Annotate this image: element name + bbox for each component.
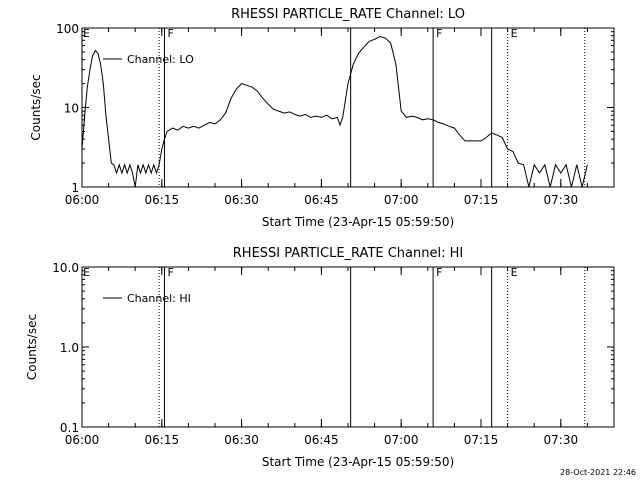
x-tick-label: 07:15 <box>464 433 499 447</box>
chart-title: RHESSI PARTICLE_RATE Channel: LO <box>231 7 465 22</box>
x-tick-label: 06:00 <box>65 193 100 207</box>
x-tick-label: 07:30 <box>544 433 579 447</box>
legend-entry: Channel: HI <box>127 292 191 305</box>
plot-frame <box>81 266 615 428</box>
x-tick-label: 06:30 <box>224 193 259 207</box>
chart-panel-hi: RHESSI PARTICLE_RATE Channel: HI 0.1 1.0 10… <box>25 246 615 469</box>
event-marker-label: F <box>436 266 442 279</box>
chart-title: RHESSI PARTICLE_RATE Channel: HI <box>233 246 463 261</box>
y-axis-label: Counts/sec <box>25 314 39 380</box>
y-tick-label: 0.1 <box>60 421 79 435</box>
y-tick-label: 10.0 <box>52 261 79 275</box>
event-marker-label: E <box>511 27 518 40</box>
event-marker-label: F <box>167 266 173 279</box>
y-tick-label: 1 <box>71 181 79 195</box>
legend-entry: Channel: LO <box>127 53 194 66</box>
event-marker-label: E <box>511 266 518 279</box>
y-axis-label: Counts/sec <box>29 74 43 140</box>
x-tick-label: 06:15 <box>145 193 180 207</box>
y-tick-label: 100 <box>56 22 79 36</box>
event-marker-label: F <box>436 27 442 40</box>
series-line <box>81 36 588 188</box>
plot-frame <box>81 27 615 188</box>
chart-panel-lo: RHESSI PARTICLE_RATE Channel: LO 1 10 100 06… <box>29 7 615 229</box>
x-tick-label: 06:45 <box>304 433 339 447</box>
footer-timestamp: 28-Oct-2021 22:46 <box>560 468 636 477</box>
event-marker-label: E <box>83 27 90 40</box>
event-marker-label: E <box>83 266 90 279</box>
x-tick-label: 06:30 <box>224 433 259 447</box>
x-tick-label: 07:00 <box>384 433 419 447</box>
x-tick-label: 06:00 <box>65 433 100 447</box>
x-axis-label: Start Time (23-Apr-15 05:59:50) <box>262 215 454 229</box>
y-tick-label: 1.0 <box>60 341 79 355</box>
x-tick-label: 06:15 <box>145 433 180 447</box>
x-tick-label: 07:15 <box>464 193 499 207</box>
x-tick-label: 07:30 <box>544 193 579 207</box>
x-tick-label: 07:00 <box>384 193 419 207</box>
x-axis-label: Start Time (23-Apr-15 05:59:50) <box>262 455 454 469</box>
y-tick-label: 10 <box>64 102 79 116</box>
event-marker-label: F <box>167 27 173 40</box>
x-tick-label: 06:45 <box>304 193 339 207</box>
